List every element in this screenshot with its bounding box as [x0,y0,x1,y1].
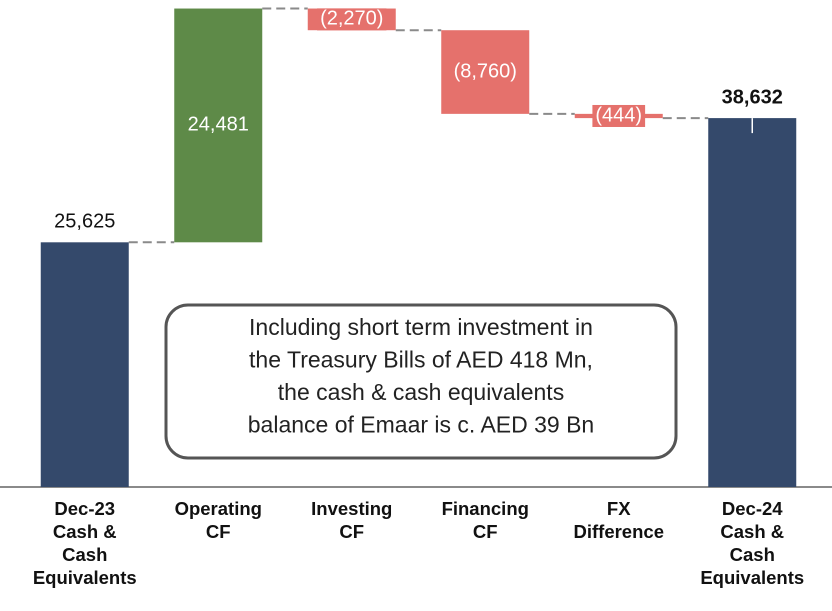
annotation-text: the cash & cash equivalents [278,379,564,405]
x-tick-label: Cash [62,544,107,565]
x-tick-label: Equivalents [33,567,137,588]
x-tick-label: CF [339,521,364,542]
annotation-text: Including short term investment in [249,314,593,340]
value-label: 24,481 [188,114,249,136]
bar [40,242,129,487]
value-label: (444) [595,104,642,126]
x-tick-label: Investing [311,498,392,519]
label-background [592,104,646,127]
x-tick-label: Dec-24 [722,498,783,519]
x-tick-label: Cash & [53,521,117,542]
x-tick-label: FX [607,498,631,519]
x-tick-label: Difference [574,521,664,542]
value-label: 38,632 [722,86,783,108]
value-label: (2,270) [320,8,383,30]
x-tick-label: Operating [175,498,262,519]
value-label: (8,760) [454,60,517,82]
bar [708,118,797,488]
annotation-text: the Treasury Bills of AED 418 Mn, [249,347,593,373]
annotation-text: balance of Emaar is c. AED 39 Bn [248,412,594,438]
bar [441,30,530,114]
x-tick-label: CF [206,521,231,542]
x-tick-label: Cash [730,544,775,565]
x-tick-label: Cash & [720,521,784,542]
x-tick-label: CF [473,521,498,542]
label-background [317,8,387,31]
x-tick-label: Dec-23 [54,498,115,519]
annotation-box [164,303,678,460]
x-tick-label: Financing [442,498,529,519]
bar [174,8,263,243]
x-tick-label: Equivalents [700,567,804,588]
value-label: 25,625 [54,211,115,233]
